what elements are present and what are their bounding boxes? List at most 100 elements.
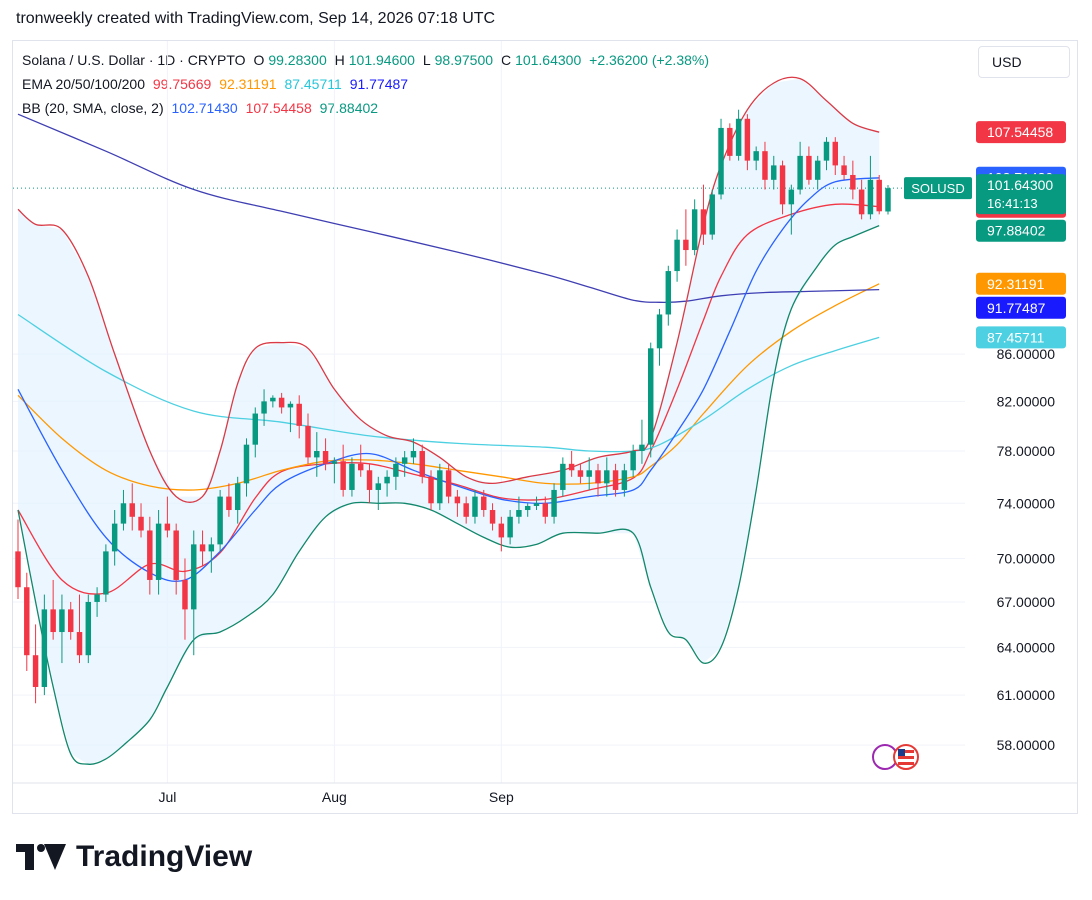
candle-body bbox=[674, 239, 680, 272]
candle-body bbox=[718, 127, 724, 195]
candle-body bbox=[762, 151, 768, 180]
price-tag-label: 97.88402 bbox=[987, 223, 1046, 239]
price-tag-box bbox=[976, 121, 1066, 144]
candle-body bbox=[489, 510, 496, 524]
candle bbox=[349, 457, 355, 497]
candle-body bbox=[507, 516, 513, 538]
symbol-tag: SOLUSD bbox=[904, 177, 972, 200]
candle bbox=[533, 496, 540, 511]
candle bbox=[314, 432, 320, 477]
candle-body bbox=[533, 503, 540, 506]
candle bbox=[68, 601, 74, 640]
candle bbox=[322, 438, 329, 471]
candle bbox=[252, 407, 258, 458]
candle-body bbox=[147, 530, 153, 580]
candle-body bbox=[568, 463, 575, 471]
candle-body bbox=[656, 314, 663, 349]
price-tag-label: 107.54458 bbox=[987, 124, 1053, 140]
candle bbox=[41, 594, 48, 696]
candle-body bbox=[322, 451, 329, 464]
y-tick-label: 86.00000 bbox=[997, 346, 1056, 362]
candle-body bbox=[366, 470, 373, 490]
candle bbox=[691, 199, 698, 256]
y-tick-label: 61.00000 bbox=[997, 687, 1056, 703]
y-tick-label: 82.00000 bbox=[997, 393, 1056, 409]
candle-body bbox=[270, 397, 276, 402]
candle-body bbox=[744, 118, 751, 161]
candle bbox=[50, 579, 56, 640]
candle bbox=[226, 483, 232, 517]
candle bbox=[612, 463, 619, 497]
candle bbox=[401, 451, 408, 477]
candle-body bbox=[173, 530, 179, 580]
candle bbox=[15, 519, 21, 599]
legend-symbol-row[interactable]: Solana / U.S. Dollar · 1D · CRYPTO O 99.2… bbox=[22, 52, 717, 68]
candle-body bbox=[542, 503, 548, 517]
candle-body bbox=[850, 174, 856, 190]
candle-body bbox=[226, 496, 232, 511]
candle bbox=[94, 587, 100, 617]
candle-body bbox=[208, 544, 215, 552]
price-tag: 91.77487 bbox=[976, 296, 1066, 319]
legend-ema-label: EMA 20/50/100/200 bbox=[22, 76, 145, 92]
candle-body bbox=[94, 594, 100, 602]
candle-body bbox=[314, 451, 320, 458]
candle-body bbox=[401, 457, 408, 464]
currency-button[interactable]: USD bbox=[978, 46, 1070, 78]
candle-body bbox=[261, 401, 267, 414]
candle-body bbox=[586, 470, 592, 477]
candle-body bbox=[59, 609, 65, 633]
candle-body bbox=[463, 503, 469, 517]
candle-body bbox=[709, 194, 715, 235]
candle-body bbox=[103, 551, 109, 595]
candle bbox=[753, 146, 759, 171]
candle-body bbox=[771, 165, 777, 180]
candle bbox=[489, 503, 496, 531]
candle bbox=[454, 489, 461, 517]
candle bbox=[410, 438, 417, 464]
x-tick-label: Aug bbox=[322, 789, 347, 805]
candle bbox=[648, 342, 654, 458]
candle-body bbox=[41, 609, 48, 687]
candle bbox=[173, 523, 179, 595]
candle bbox=[560, 457, 566, 497]
candle-body bbox=[806, 155, 812, 180]
candle-body bbox=[331, 461, 338, 464]
candle-body bbox=[76, 632, 83, 656]
candle bbox=[516, 496, 522, 524]
candle-body bbox=[551, 489, 557, 517]
candle bbox=[358, 444, 364, 477]
price-tag-box bbox=[976, 326, 1066, 349]
last-price-box bbox=[976, 174, 1066, 215]
candle-body bbox=[516, 510, 522, 517]
candle bbox=[375, 476, 382, 511]
candle-body bbox=[788, 189, 795, 205]
candle-body bbox=[779, 165, 786, 205]
price-tag-label: 87.45711 bbox=[987, 329, 1045, 345]
candle-body bbox=[358, 463, 364, 471]
candle-body bbox=[841, 165, 847, 175]
candle bbox=[841, 155, 847, 180]
candle-body bbox=[182, 579, 188, 610]
candle bbox=[586, 457, 592, 490]
last-price-value: 101.64300 bbox=[987, 177, 1053, 193]
candle bbox=[762, 141, 768, 190]
tradingview-logo[interactable]: TradingView bbox=[16, 840, 252, 874]
legend-ema200: 91.77487 bbox=[349, 76, 409, 92]
candle bbox=[542, 496, 548, 524]
candle bbox=[340, 444, 346, 497]
brand-name: TradingView bbox=[76, 840, 253, 873]
candle bbox=[858, 179, 865, 220]
candle bbox=[727, 123, 733, 161]
candle bbox=[270, 395, 276, 408]
candle-body bbox=[648, 348, 654, 445]
candle bbox=[850, 160, 856, 200]
price-tag-box bbox=[976, 272, 1066, 295]
candle bbox=[331, 457, 338, 484]
candle bbox=[481, 489, 487, 517]
candle bbox=[735, 109, 742, 161]
candle bbox=[155, 510, 162, 595]
candle bbox=[621, 463, 628, 497]
candle bbox=[445, 463, 452, 504]
